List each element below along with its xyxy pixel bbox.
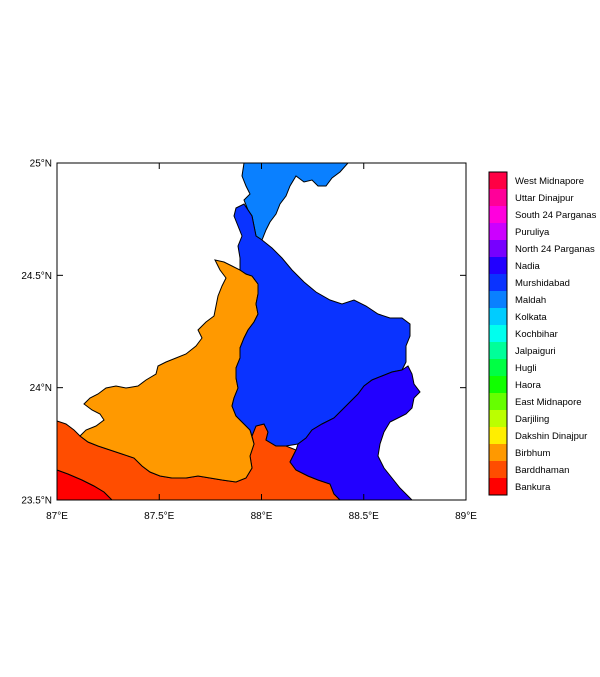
legend: West Midnapore Uttar Dinajpur South 24 Par… (488, 171, 597, 496)
legend-swatch (489, 257, 507, 274)
legend-swatch (489, 291, 507, 308)
legend-label: Maldah (515, 295, 546, 306)
legend-swatch (489, 393, 507, 410)
legend-label: Puruliya (515, 227, 550, 238)
legend-swatch (489, 444, 507, 461)
legend-swatch (489, 410, 507, 427)
legend-label: East Midnapore (515, 397, 582, 408)
legend-label: Hugli (515, 363, 537, 374)
legend-label: Dakshin Dinajpur (515, 431, 587, 442)
legend-swatch (489, 189, 507, 206)
legend-label: Murshidabad (515, 278, 570, 289)
lat-tick-label: 24.5°N (21, 271, 52, 282)
axis-ticks (56, 162, 467, 501)
legend-swatch (489, 461, 507, 478)
legend-swatch (489, 223, 507, 240)
lat-tick-label: 25°N (30, 159, 52, 170)
legend-label: Darjiling (515, 414, 549, 425)
legend-label: North 24 Parganas (515, 244, 595, 255)
legend-label: Jalpaiguri (515, 346, 556, 357)
lon-tick-label: 87.5°E (144, 511, 174, 522)
legend-label: Uttar Dinajpur (515, 193, 574, 204)
lat-tick-label: 24°N (30, 383, 52, 394)
legend-label: Barddhaman (515, 465, 569, 476)
legend-label: South 24 Parganas (515, 210, 597, 221)
legend-swatch (489, 342, 507, 359)
legend-swatch (489, 206, 507, 223)
region-birbhum (79, 259, 259, 483)
legend-colorbar-frame (488, 171, 508, 496)
legend-swatch (489, 308, 507, 325)
legend-swatch (489, 478, 507, 495)
legend-label: Kolkata (515, 312, 547, 323)
legend-label: West Midnapore (515, 176, 584, 187)
region-maldah (241, 163, 349, 241)
legend-swatch (489, 240, 507, 257)
lon-tick-label: 87°E (46, 511, 68, 522)
lon-tick-label: 88.5°E (349, 511, 379, 522)
legend-label: Kochbihar (515, 329, 558, 340)
legend-swatch (489, 359, 507, 376)
lon-tick-label: 89°E (455, 511, 477, 522)
legend-label: Bankura (515, 482, 551, 493)
legend-swatch (489, 376, 507, 393)
legend-label: Haora (515, 380, 542, 391)
map-regions (57, 163, 421, 500)
axis-tick-labels: 87°E 87.5°E 88°E 88.5°E 89°E 25°N 24.5°N 24°N 23… (21, 159, 477, 523)
legend-label: Nadia (515, 261, 541, 272)
lat-tick-label: 23.5°N (21, 496, 52, 507)
legend-swatch (489, 172, 507, 189)
legend-swatch (489, 427, 507, 444)
legend-label: Birbhum (515, 448, 550, 459)
lon-tick-label: 88°E (251, 511, 273, 522)
region-nadia (289, 365, 421, 500)
legend-swatch (489, 325, 507, 342)
legend-swatch (489, 274, 507, 291)
